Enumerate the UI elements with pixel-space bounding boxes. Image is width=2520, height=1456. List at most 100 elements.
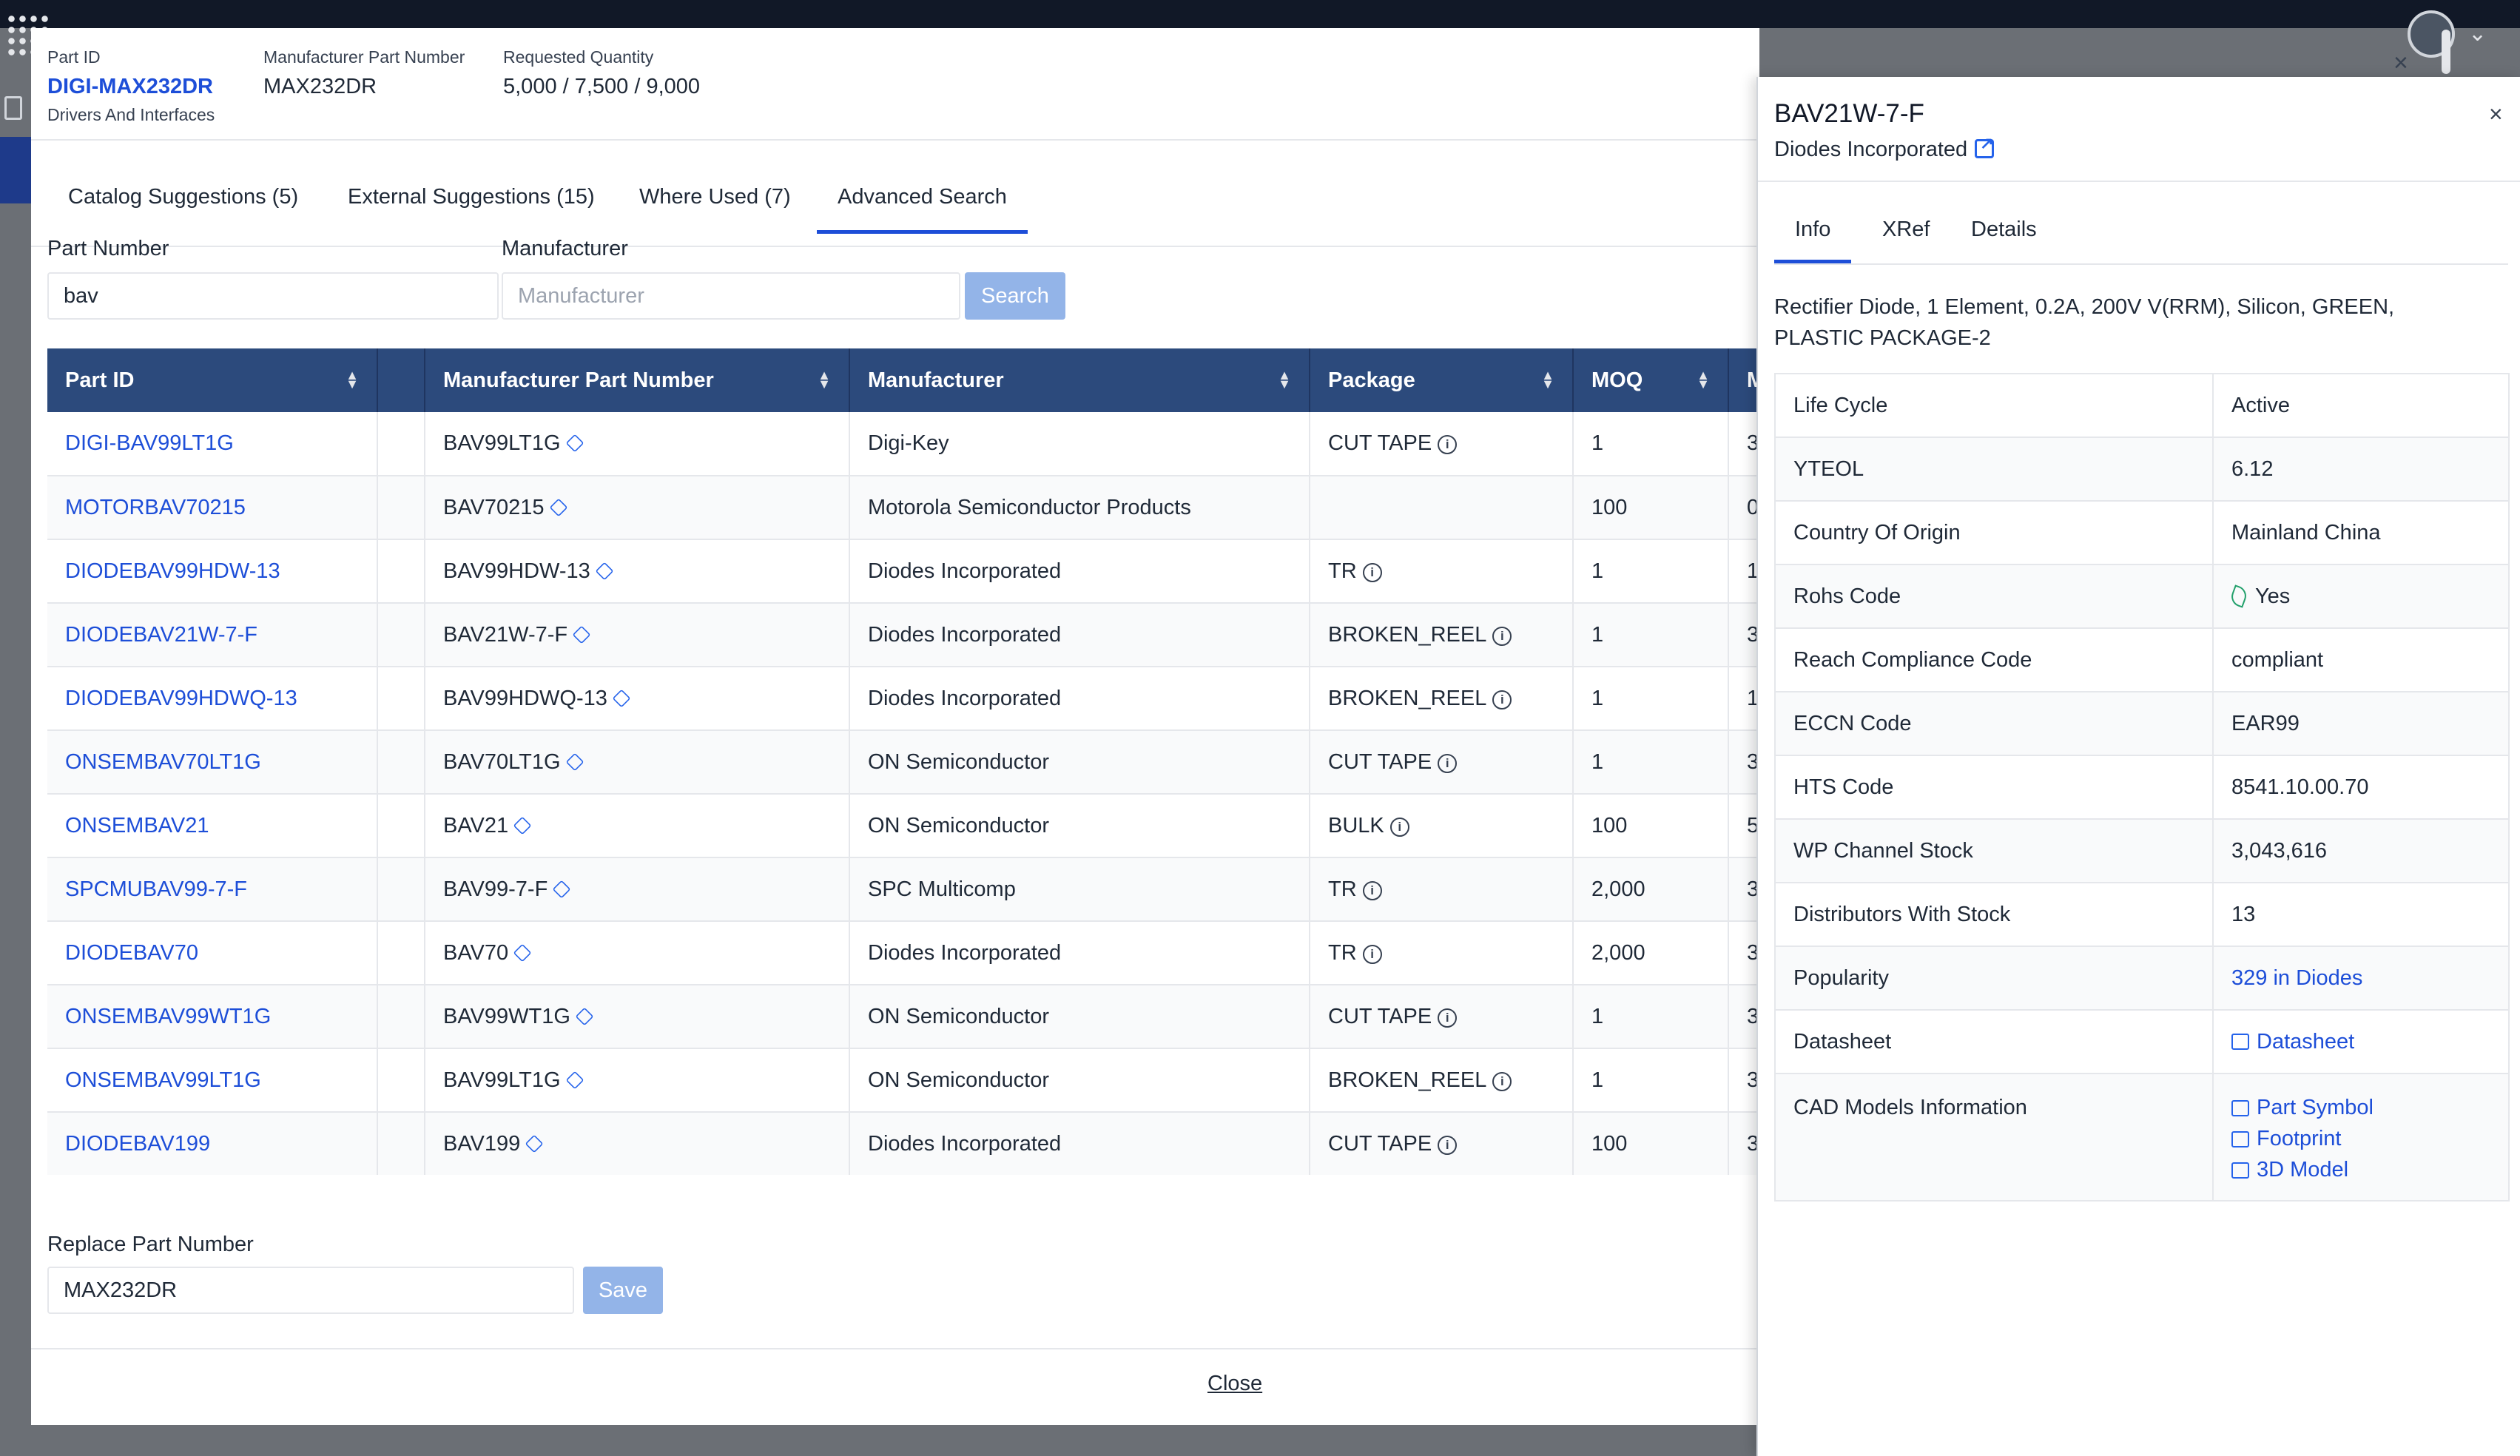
table-row[interactable]: MOTORBAV70215 BAV70215 Motorola Semiconduc… [47,476,1759,540]
cube-icon[interactable] [612,689,631,707]
cube-icon[interactable] [525,1134,544,1153]
part-id-link[interactable]: DIODEBAV99HDWQ-13 [47,667,378,731]
part-detail-panel: BAV21W-7-F Diodes Incorporated × Info XR… [1756,77,2520,1456]
panel-manufacturer[interactable]: Diodes Incorporated [1774,134,1995,162]
part-id-link[interactable]: ONSEMBAV99LT1G [47,1048,378,1113]
truncated-cell: 3 [1728,857,1759,922]
info-value[interactable]: 329 in Diodes [2231,965,2363,990]
cad-link[interactable]: Footprint [2231,1123,2341,1154]
cube-icon[interactable] [575,1007,594,1025]
tab-external-suggestions[interactable]: External Suggestions (15) [348,185,595,209]
mpn-cell: BAV99HDWQ-13 [425,667,850,731]
col-part-id[interactable]: Part ID ▲ ▼ [47,348,378,412]
manufacturer-cell: SPC Multicomp [849,857,1310,922]
col-moq[interactable]: MOQ ▲ ▼ [1573,348,1729,412]
table-row[interactable]: DIODEBAV21W-7-F BAV21W-7-F Diodes Incorpor… [47,603,1759,667]
table-row[interactable]: DIGI-BAV99LT1G BAV99LT1G Digi-Key CUT TAPE i… [47,412,1759,476]
save-button[interactable]: Save [583,1267,663,1314]
part-id-link[interactable]: SPCMUBAV99-7-F [47,857,378,922]
part-id-link[interactable]: ONSEMBAV99WT1G [47,985,378,1049]
close-button[interactable]: Close [1207,1372,1263,1395]
info-value[interactable]: Datasheet [2214,1011,2508,1073]
cube-icon[interactable] [565,1071,584,1089]
info-icon[interactable]: i [1362,944,1382,964]
panel-tab-xref[interactable]: XRef [1882,218,1930,241]
info-icon[interactable]: i [1438,753,1458,773]
header-quantity: Requested Quantity 5,000 / 7,500 / 9,000 [503,47,701,98]
part-id-link[interactable]: DIODEBAV70 [47,921,378,985]
info-value: Yes [2214,565,2508,627]
table-row[interactable]: DIODEBAV99HDW-13 BAV99HDW-13 Diodes Incorp… [47,539,1759,604]
cube-icon[interactable] [552,880,571,898]
cad-links: Part Symbol Footprint 3D Model [2214,1074,2508,1200]
cube-icon[interactable] [595,562,614,580]
info-icon[interactable]: i [1492,1071,1512,1091]
col-package[interactable]: Package ▲ ▼ [1310,348,1574,412]
manufacturer-input[interactable]: Manufacturer [502,272,960,320]
panel-tab-details[interactable]: Details [1971,218,2037,241]
package-cell: CUT TAPE i [1310,1112,1574,1175]
table-row[interactable]: SPCMUBAV99-7-F BAV99-7-F SPC Multicomp TR i 2… [47,857,1759,922]
table-row[interactable]: ONSEMBAV21 BAV21 ON Semiconductor BULK i 100 5 [47,794,1759,858]
info-value: EAR99 [2231,711,2300,735]
info-icon[interactable]: i [1362,880,1382,900]
table-row[interactable]: ONSEMBAV99WT1G BAV99WT1G ON Semiconductor C… [47,985,1759,1049]
replace-part-input[interactable]: MAX232DR [47,1267,574,1314]
empty-cell [377,1048,425,1113]
info-icon[interactable]: i [1362,562,1382,582]
cube-icon[interactable] [513,943,532,962]
cube-icon[interactable] [565,434,584,453]
table-row[interactable]: DIODEBAV70 BAV70 Diodes Incorporated TR i 2,0… [47,921,1759,985]
tab-advanced-search[interactable]: Advanced Search [817,185,1028,234]
tab-catalog-suggestions[interactable]: Catalog Suggestions (5) [68,185,299,209]
tab-bar: Catalog Suggestions (5) External Suggest… [31,170,1759,247]
cube-icon[interactable] [513,816,532,835]
search-button[interactable]: Search [965,272,1065,320]
part-number-input[interactable]: bav [47,272,499,320]
background-sidebar-accent [0,137,31,203]
part-id-link[interactable]: DIODEBAV199 [47,1112,378,1175]
col-manufacturer[interactable]: Manufacturer ▲ ▼ [849,348,1310,412]
info-icon[interactable]: i [1492,626,1512,646]
part-id-link[interactable]: ONSEMBAV70LT1G [47,730,378,795]
mpn-cell: BAV70215 [425,476,850,540]
table-row[interactable]: ONSEMBAV70LT1G BAV70LT1G ON Semiconductor C… [47,730,1759,795]
truncated-cell: 3 [1728,412,1759,476]
col-mpn[interactable]: Manufacturer Part Number ▲ ▼ [425,348,850,412]
info-icon[interactable]: i [1389,817,1409,837]
truncated-cell: 3 [1728,603,1759,667]
empty-cell [377,667,425,731]
panel-close-icon[interactable]: × [2489,101,2503,127]
cube-icon[interactable] [565,752,584,771]
part-id-link[interactable]: ONSEMBAV21 [47,794,378,858]
tab-where-used[interactable]: Where Used (7) [639,185,791,209]
moq-cell: 1 [1573,1048,1729,1113]
truncated-cell: 1 [1728,539,1759,604]
scrollbar[interactable] [2442,30,2450,74]
part-id-link[interactable]: DIODEBAV99HDW-13 [47,539,378,604]
header-part-id: Part ID DIGI-MAX232DR Drivers And Interf… [47,47,215,124]
panel-tab-info[interactable]: Info [1774,218,1852,263]
cad-link[interactable]: Part Symbol [2231,1092,2374,1123]
modal-close-icon[interactable]: × [2393,49,2408,77]
table-row[interactable]: ONSEMBAV99LT1G BAV99LT1G ON Semiconductor B… [47,1048,1759,1113]
col-truncated[interactable]: M [1728,348,1759,412]
cube-icon[interactable] [572,625,591,644]
part-id-link[interactable]: DIGI-BAV99LT1G [47,412,378,476]
truncated-cell: 3 [1728,921,1759,985]
cube-icon[interactable] [549,498,567,516]
external-link-icon[interactable] [1975,134,1995,158]
mpn-cell: BAV99WT1G [425,985,850,1049]
part-id-link[interactable]: DIODEBAV21W-7-F [47,603,378,667]
info-icon[interactable]: i [1438,1008,1458,1028]
table-row[interactable]: DIODEBAV199 BAV199 Diodes Incorporated CUT … [47,1112,1759,1175]
cad-link[interactable]: 3D Model [2231,1154,2348,1185]
info-icon[interactable]: i [1438,1135,1458,1155]
table-row[interactable]: DIODEBAV99HDWQ-13 BAV99HDWQ-13 Diodes Inco… [47,667,1759,731]
part-id-link[interactable]: MOTORBAV70215 [47,476,378,540]
info-icon[interactable]: i [1492,690,1512,710]
chevron-down-icon[interactable]: ⌄ [2468,21,2487,46]
part-id-value[interactable]: DIGI-MAX232DR [47,75,213,98]
truncated-cell: 0 [1728,476,1759,540]
info-icon[interactable]: i [1438,435,1458,454]
